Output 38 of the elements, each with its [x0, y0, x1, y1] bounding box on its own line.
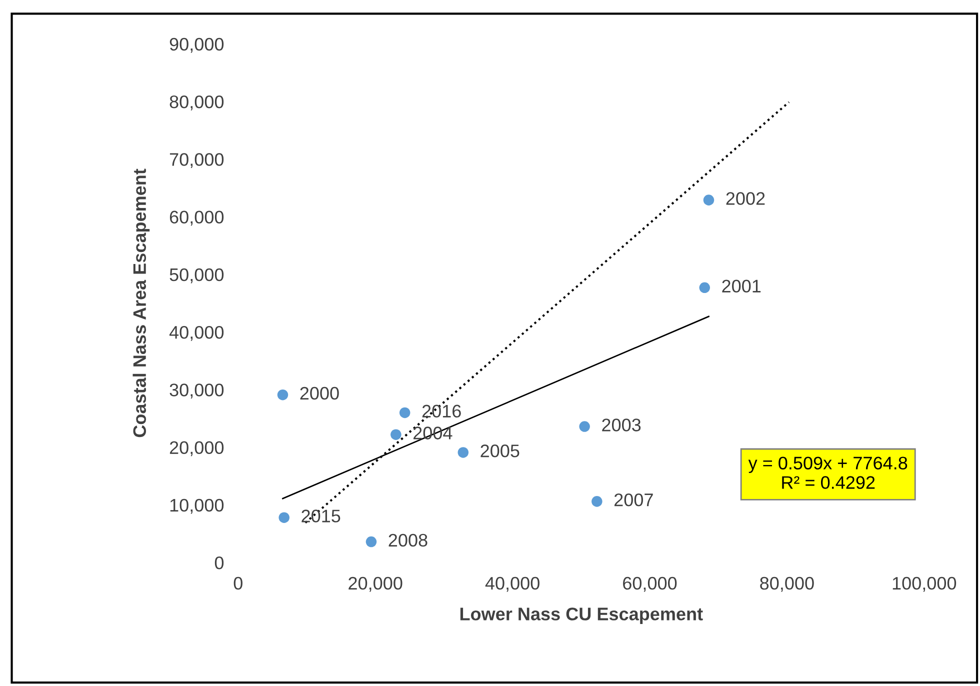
annotation: 2015 — [302, 510, 340, 522]
annotation: 2001 — [722, 280, 761, 292]
y-axis-title: Coastal Nass Area Escapement — [132, 168, 150, 438]
point — [278, 512, 290, 523]
point — [458, 447, 469, 458]
point — [579, 421, 590, 432]
point — [592, 496, 602, 507]
point — [366, 536, 377, 548]
y-tick-label: 80,000 — [170, 95, 224, 110]
annotation: 2002 — [726, 192, 765, 205]
y-tick-label: 60,000 — [170, 210, 224, 226]
x-tick-label: 60,000 — [623, 576, 677, 592]
y-tick-label: 50,000 — [170, 268, 224, 284]
y-tick-label: 90,000 — [170, 38, 224, 53]
y-tick-label: 10,000 — [170, 498, 224, 514]
annotation: 2003 — [602, 418, 641, 432]
annotation: y = 0.509x + 7764.8 R² = 0.4292 — [748, 456, 908, 489]
x-axis-title: Lower Nass CU Escapement — [460, 608, 703, 624]
y-tick-label: 0 — [214, 556, 224, 570]
point — [277, 389, 288, 400]
annotation: 2016 — [422, 404, 461, 418]
annotation: 2008 — [388, 534, 428, 547]
x-tick-label: 100,000 — [892, 576, 956, 592]
x-tick-label: 20,000 — [348, 576, 402, 592]
point — [699, 282, 710, 294]
annotation: 2007 — [614, 494, 653, 506]
y-tick-label: 40,000 — [169, 326, 224, 341]
x-tick-label: 80,000 — [760, 576, 814, 592]
y-tick-label: 20,000 — [170, 441, 224, 456]
y-tick-label: 70,000 — [170, 153, 224, 168]
point — [399, 407, 410, 418]
x-tick-label: 0 — [234, 576, 242, 590]
point — [390, 429, 402, 440]
annotation: 2005 — [480, 444, 520, 458]
x-tick-label: 40,000 — [485, 576, 540, 592]
annotation: 2000 — [300, 386, 339, 400]
point — [703, 194, 714, 206]
y-tick-label: 30,000 — [170, 384, 224, 398]
